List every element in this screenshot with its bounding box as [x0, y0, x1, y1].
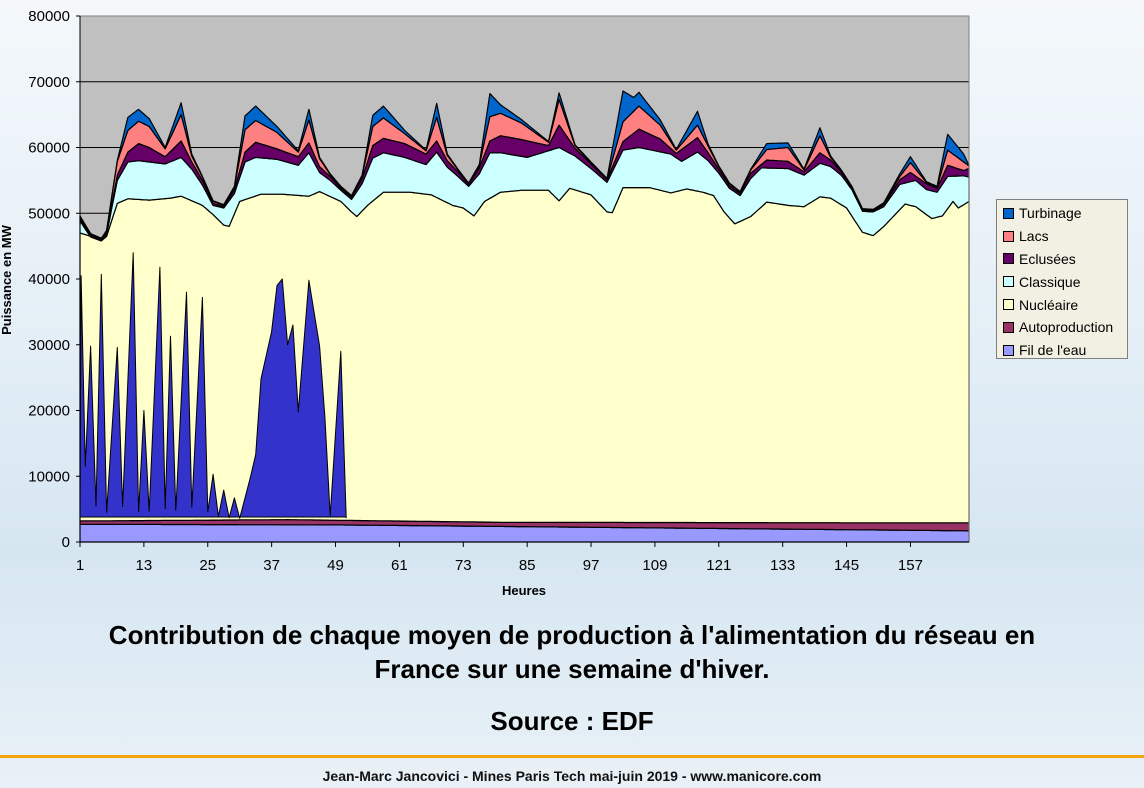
legend-swatch — [1003, 299, 1014, 311]
x-tick-label: 61 — [391, 557, 408, 574]
legend-item: Eclusées — [1003, 248, 1127, 271]
peak-overlay — [79, 252, 347, 519]
footer-credit: Jean-Marc Jancovici - Mines Paris Tech m… — [322, 768, 822, 784]
legend-label: Lacs — [1019, 228, 1049, 245]
x-tick-label: 157 — [898, 557, 923, 574]
x-tick-label: 37 — [263, 557, 280, 574]
legend-label: Nucléaire — [1019, 296, 1079, 313]
area-nucleaire — [79, 187, 970, 524]
legend-item: Fil de l'eau — [1003, 339, 1127, 362]
x-tick-label: 85 — [519, 557, 536, 574]
legend-swatch — [1003, 207, 1014, 219]
y-tick-label: 70000 — [28, 74, 70, 91]
y-tick-label: 30000 — [28, 337, 70, 354]
legend-item: Turbinage — [1003, 202, 1127, 225]
y-tick-label: 60000 — [28, 140, 70, 157]
legend-swatch — [1003, 321, 1014, 333]
y-tick-label: 0 — [62, 534, 70, 551]
x-tick-label: 13 — [136, 557, 153, 574]
y-tick-label: 80000 — [28, 8, 70, 25]
x-tick-label: 73 — [455, 557, 472, 574]
x-tick-label: 121 — [706, 557, 731, 574]
legend-swatch — [1003, 276, 1014, 288]
y-tick-label: 10000 — [28, 468, 70, 485]
x-axis-ticks: 1 13 25 37 49 61 73 85 97 109 121 133 145 157 — [76, 542, 923, 574]
peak-overlay-area — [79, 252, 347, 519]
legend-swatch — [1003, 230, 1014, 242]
legend-item: Lacs — [1003, 225, 1127, 248]
legend-label: Classique — [1019, 273, 1081, 290]
x-tick-label: 1 — [76, 557, 84, 574]
legend-item: Autoproduction — [1003, 316, 1127, 339]
chart-title-line-1: Contribution de chaque moyen de producti… — [108, 620, 1036, 650]
chart-source: Source : EDF — [490, 706, 654, 736]
y-axis-ticks: 0 10000 20000 30000 40000 50000 60000 70000 8000… — [28, 8, 80, 551]
y-tick-label: 20000 — [28, 403, 70, 420]
chart: 0 10000 20000 30000 40000 50000 60000 70000 8000… — [0, 8, 970, 598]
legend-swatch — [1003, 344, 1014, 356]
legend-label: Fil de l'eau — [1019, 342, 1087, 359]
chart-legend: Turbinage Lacs Eclusées Classique Nucléaire A… — [996, 199, 1128, 359]
chart-title: Contribution de chaque moyen de producti… — [0, 618, 1144, 686]
y-axis-title: Puissance en MW — [0, 224, 14, 335]
y-tick-label: 40000 — [28, 271, 70, 288]
x-tick-label: 109 — [642, 557, 667, 574]
legend-swatch — [1003, 253, 1014, 265]
legend-item: Classique — [1003, 270, 1127, 293]
legend-item: Nucléaire — [1003, 293, 1127, 316]
chart-title-line-2: France sur une semaine d'hiver. — [374, 654, 770, 684]
x-tick-label: 25 — [199, 557, 216, 574]
x-tick-label: 145 — [834, 557, 859, 574]
x-tick-label: 133 — [770, 557, 795, 574]
footer-divider — [0, 755, 1144, 758]
y-tick-label: 50000 — [28, 205, 70, 222]
legend-label: Turbinage — [1019, 205, 1082, 222]
legend-label: Eclusées — [1019, 250, 1076, 267]
x-tick-label: 97 — [583, 557, 600, 574]
x-tick-label: 49 — [327, 557, 344, 574]
legend-label: Autoproduction — [1019, 319, 1114, 336]
x-axis-title: Heures — [502, 583, 546, 598]
